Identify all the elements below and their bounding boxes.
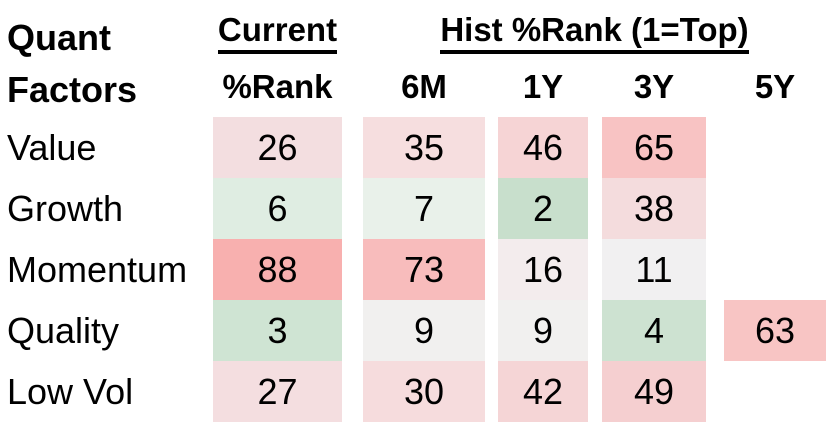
heatmap-cell: 49 — [602, 361, 706, 422]
heatmap-cell: 65 — [602, 117, 706, 178]
row-label: Value — [7, 126, 97, 168]
column-header-1y: 1Y — [522, 68, 564, 105]
column-header-5y: 5Y — [754, 68, 796, 105]
table-row: Value 26 35 46 65 — [0, 117, 826, 178]
heatmap-cell: 16 — [498, 239, 588, 300]
heatmap-cell: 42 — [498, 361, 588, 422]
column-header-6m: 6M — [401, 68, 447, 105]
heatmap-cell: 9 — [363, 300, 485, 361]
column-header-3y: 3Y — [633, 68, 675, 105]
column-group-hist-rank-label: Hist %Rank (1=Top) — [440, 12, 749, 54]
table-body: Value 26 35 46 65 Growth 6 7 2 38 Momentum 88 73 16 11… — [0, 117, 826, 422]
heatmap-cell: 2 — [498, 178, 588, 239]
row-label: Quality — [7, 309, 120, 351]
column-group-hist-rank: Hist %Rank (1=Top) — [363, 12, 826, 54]
heatmap-cell: 88 — [213, 239, 342, 300]
heatmap-cell: 30 — [363, 361, 485, 422]
table-row: Momentum 88 73 16 11 — [0, 239, 826, 300]
empty-cell — [724, 178, 826, 239]
table-title-line1: Quant — [7, 17, 111, 58]
heatmap-cell: 38 — [602, 178, 706, 239]
column-group-current-label: Current — [217, 12, 338, 54]
heatmap-cell: 11 — [602, 239, 706, 300]
column-group-current: Current — [213, 12, 342, 54]
empty-cell — [724, 239, 826, 300]
row-label: Momentum — [7, 248, 188, 290]
heatmap-cell: 73 — [363, 239, 485, 300]
table-row: Quality 3 9 9 4 63 — [0, 300, 826, 361]
heatmap-cell: 46 — [498, 117, 588, 178]
table-title-line2: Factors — [7, 69, 138, 110]
heatmap-cell: 6 — [213, 178, 342, 239]
table-row: Low Vol 27 30 42 49 — [0, 361, 826, 422]
row-label: Low Vol — [7, 370, 134, 412]
heatmap-cell: 27 — [213, 361, 342, 422]
heatmap-cell: 26 — [213, 117, 342, 178]
heatmap-cell: 63 — [724, 300, 826, 361]
heatmap-cell: 3 — [213, 300, 342, 361]
heatmap-cell: 35 — [363, 117, 485, 178]
heatmap-cell: 4 — [602, 300, 706, 361]
heatmap-cell: 7 — [363, 178, 485, 239]
empty-cell — [724, 117, 826, 178]
table-row: Growth 6 7 2 38 — [0, 178, 826, 239]
row-label: Growth — [7, 187, 124, 229]
column-header-current-rank: %Rank — [222, 68, 333, 105]
heatmap-cell: 9 — [498, 300, 588, 361]
empty-cell — [724, 361, 826, 422]
